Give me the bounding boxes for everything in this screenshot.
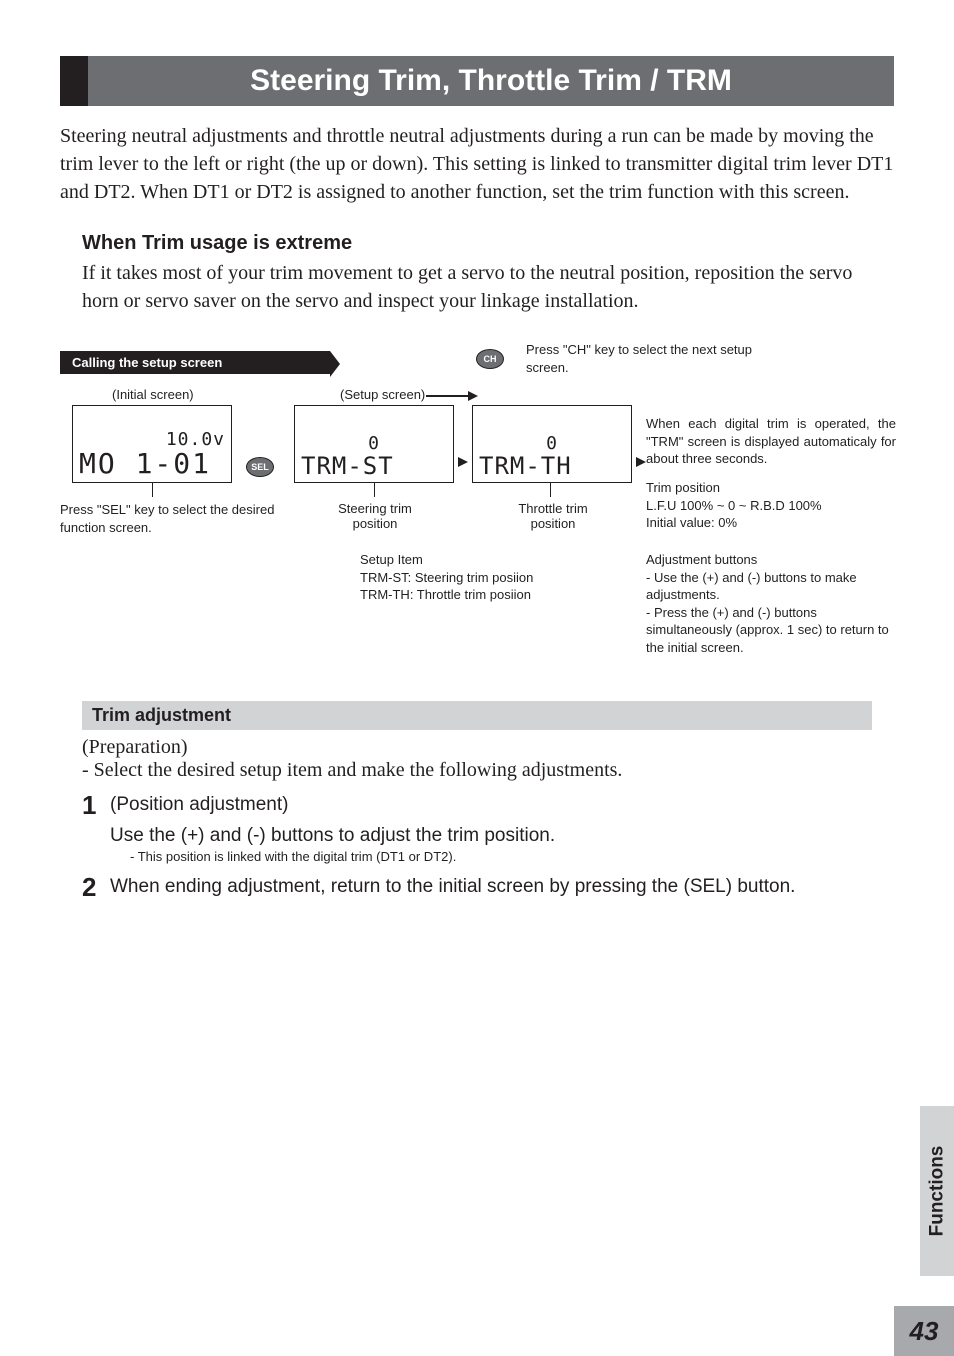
step-2: 2 When ending adjustment, return to the … xyxy=(82,874,872,901)
sel-key-description: Press "SEL" key to select the desired fu… xyxy=(60,501,280,536)
calling-setup-bar: Calling the setup screen xyxy=(60,351,330,374)
sub-body: If it takes most of your trim movement t… xyxy=(82,259,872,315)
setup-item-2: TRM-TH: Throttle trim posiion xyxy=(360,586,620,604)
side-tab: Functions xyxy=(920,1106,954,1276)
adjustment-buttons-block: Adjustment buttons - Use the (+) and (-)… xyxy=(646,551,896,656)
arrow-icon xyxy=(468,391,478,401)
step-2-body: When ending adjustment, return to the in… xyxy=(110,874,872,901)
preparation-label: (Preparation) xyxy=(82,736,872,759)
throttle-trim-caption: Throttle trim position xyxy=(508,501,598,531)
trim-adjustment-heading: Trim adjustment xyxy=(82,701,872,730)
lcd-setup-steering: 0 TRM-ST xyxy=(294,405,454,483)
step-1-note: - This position is linked with the digit… xyxy=(82,849,872,864)
lcd-initial: 10.0v MO 1-01 xyxy=(72,405,232,483)
step-2-number: 2 xyxy=(82,874,110,901)
adjustment-label: Adjustment buttons xyxy=(646,551,896,569)
lcd-setup1-value: 0 xyxy=(301,433,447,454)
trim-position-initial: Initial value: 0% xyxy=(646,514,896,532)
page: Steering Trim, Throttle Trim / TRM Steer… xyxy=(0,0,954,1356)
lcd-setup2-value: 0 xyxy=(479,433,625,454)
initial-screen-label: (Initial screen) xyxy=(112,387,194,402)
step-1-body: Use the (+) and (-) buttons to adjust th… xyxy=(82,825,872,847)
adjustment-line-2: - Press the (+) and (-) buttons simultan… xyxy=(646,604,896,657)
steering-trim-caption: Steering trim position xyxy=(330,501,420,531)
diagram-area: Calling the setup screen (Initial screen… xyxy=(60,341,894,701)
side-tab-label: Functions xyxy=(926,1146,948,1237)
page-number: 43 xyxy=(910,1316,939,1347)
lcd-setup-throttle: 0 TRM-TH xyxy=(472,405,632,483)
trim-position-block: Trim position L.F.U 100% ~ 0 ~ R.B.D 100… xyxy=(646,479,896,532)
subsection: When Trim usage is extreme If it takes m… xyxy=(60,232,894,315)
lcd-setup2-main: TRM-TH xyxy=(479,454,625,478)
ch-key-description: Press "CH" key to select the next setup … xyxy=(526,341,756,376)
step-1: 1 (Position adjustment) xyxy=(82,792,872,819)
intro-paragraph: Steering neutral adjustments and throttl… xyxy=(60,122,894,206)
tick-line xyxy=(550,483,551,497)
arrow-icon xyxy=(636,457,646,467)
sub-heading: When Trim usage is extreme xyxy=(82,232,872,255)
trim-position-label: Trim position xyxy=(646,479,896,497)
page-title: Steering Trim, Throttle Trim / TRM xyxy=(250,64,732,97)
arrow-icon xyxy=(458,457,468,467)
setup-item-label: Setup Item xyxy=(360,551,620,569)
step-1-title: (Position adjustment) xyxy=(110,792,872,819)
step-1-number: 1 xyxy=(82,792,110,819)
setup-item-1: TRM-ST: Steering trim posiion xyxy=(360,569,620,587)
ch-button-icon: CH xyxy=(476,349,504,369)
preparation-line: - Select the desired setup item and make… xyxy=(82,759,872,782)
arrow-line xyxy=(426,395,468,397)
tick-line xyxy=(374,483,375,497)
adjustment-line-1: - Use the (+) and (-) buttons to make ad… xyxy=(646,569,896,604)
page-title-bar: Steering Trim, Throttle Trim / TRM xyxy=(60,56,894,106)
sel-button-icon: SEL xyxy=(246,457,274,477)
page-number-box: 43 xyxy=(894,1306,954,1356)
lcd-setup1-main: TRM-ST xyxy=(301,454,447,478)
auto-display-note: When each digital trim is operated, the … xyxy=(646,415,896,468)
tick-line xyxy=(152,483,153,497)
setup-item-block: Setup Item TRM-ST: Steering trim posiion… xyxy=(360,551,620,604)
steps-block: (Preparation) - Select the desired setup… xyxy=(60,736,894,900)
lcd-initial-main: MO 1-01 xyxy=(79,450,225,478)
trim-position-range: L.F.U 100% ~ 0 ~ R.B.D 100% xyxy=(646,497,896,515)
setup-screen-label: (Setup screen) xyxy=(340,387,425,402)
